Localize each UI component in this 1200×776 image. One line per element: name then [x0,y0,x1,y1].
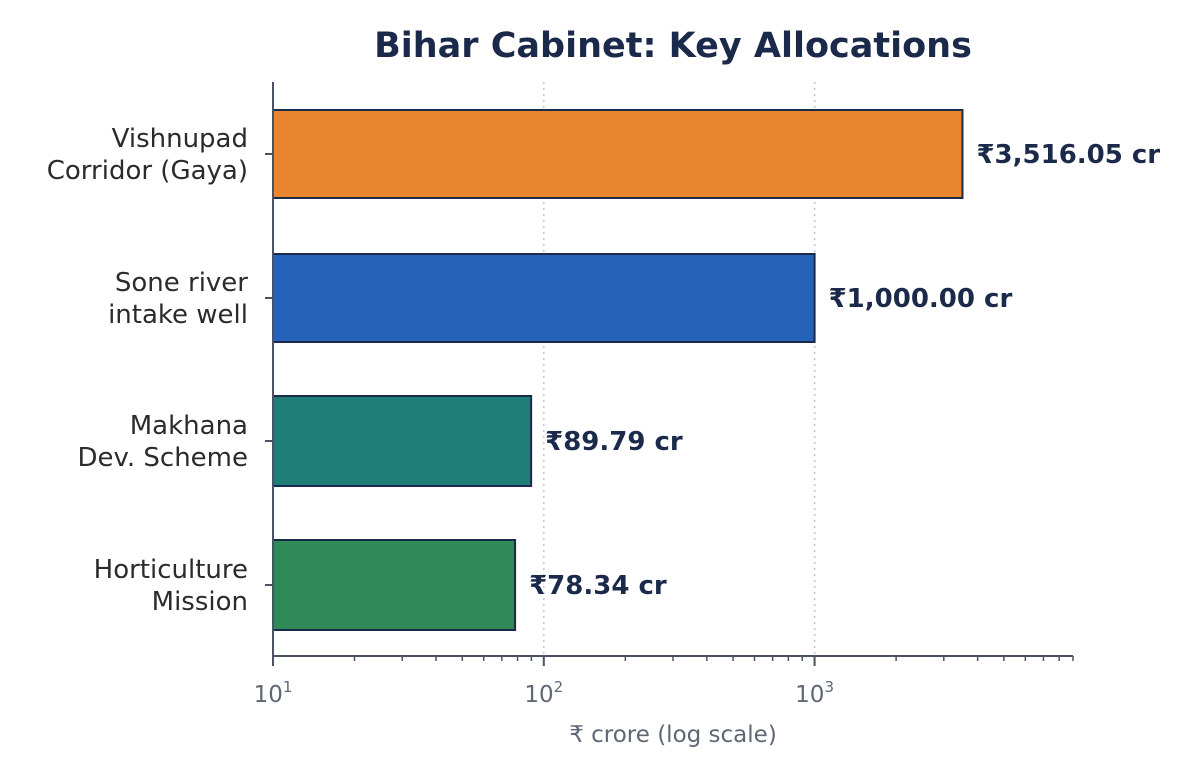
bar [272,253,816,343]
data-label: ₹3,516.05 cr [976,140,1160,170]
labels: ₹3,516.05 cr ₹1,000.00 cr ₹89.79 cr ₹78.34 … [47,124,1161,708]
x-tick-label: 103 [795,678,834,708]
data-label: ₹1,000.00 cr [829,284,1013,314]
bars [272,109,964,631]
data-label: ₹89.79 cr [545,427,683,457]
category-label: Horticulture Mission [94,555,248,617]
category-label: Sone river intake well [108,268,248,330]
bar [272,109,964,199]
chart-title: Bihar Cabinet: Key Allocations [374,26,972,66]
x-axis-title: ₹ crore (log scale) [569,722,777,748]
x-tick-label: 102 [524,678,563,708]
bar [272,539,517,631]
bar [272,395,533,487]
category-label: Makhana Dev. Scheme [77,411,248,473]
x-tick-label: 101 [254,678,293,708]
data-label: ₹78.34 cr [529,571,667,601]
category-label: Vishnupad Corridor (Gaya) [47,124,248,186]
axes [265,82,1074,666]
